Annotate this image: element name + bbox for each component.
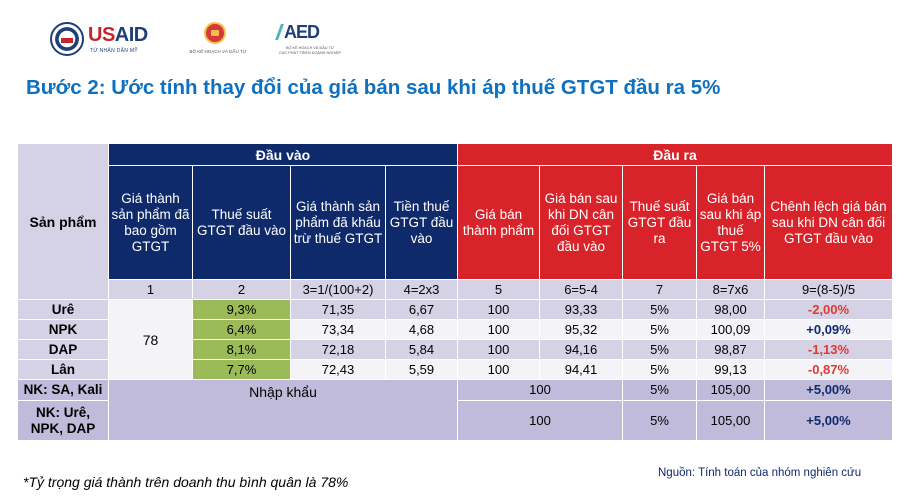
- sale-price: 100: [457, 319, 540, 340]
- input-vat-amount: 6,67: [385, 299, 458, 320]
- mpi-emblem-icon: [204, 22, 226, 44]
- output-tax-rate: 5%: [622, 319, 697, 340]
- header-logos: USAID TỪ NHÂN DÂN MỸ BỘ KẾ HOẠCH VÀ ĐẦU …: [50, 18, 410, 68]
- input-tax-rate: 8,1%: [192, 339, 291, 360]
- product-name: DAP: [17, 339, 109, 360]
- formula-1: 1: [108, 279, 193, 300]
- output-tax-rate: 5%: [622, 379, 697, 401]
- product-name: Lân: [17, 359, 109, 380]
- product-name: Urê: [17, 299, 109, 320]
- aed-logo-text: BỘ KẾ HOẠCH VÀ ĐẦU TƯ CỤC PHÁT TRIỂN DOA…: [278, 46, 342, 55]
- price-after-vat: 105,00: [696, 400, 765, 441]
- sale-price: 100: [457, 400, 623, 441]
- source-note: Nguồn: Tính toán của nhóm nghiên cứu: [658, 467, 862, 479]
- input-vat-amount: 5,59: [385, 359, 458, 380]
- adjusted-price: 94,16: [539, 339, 623, 360]
- price-after-vat: 100,09: [696, 319, 765, 340]
- usaid-wordmark: USAID: [88, 24, 148, 46]
- adjusted-price: 94,41: [539, 359, 623, 380]
- mpi-logo-text: BỘ KẾ HOẠCH VÀ ĐẦU TƯ: [189, 49, 247, 54]
- column-header-5: Giá bán thành phẩm: [457, 165, 540, 280]
- output-tax-rate: 5%: [622, 299, 697, 320]
- price-change: +0,09%: [764, 319, 893, 340]
- price-after-vat: 99,13: [696, 359, 765, 380]
- usaid-logo: USAID TỪ NHÂN DÂN MỸ: [50, 22, 170, 62]
- output-group-header: Đầu ra: [457, 143, 893, 166]
- price-after-vat: 98,00: [696, 299, 765, 320]
- price-change: -0,87%: [764, 359, 893, 380]
- adjusted-price: 95,32: [539, 319, 623, 340]
- price-after-vat: 105,00: [696, 379, 765, 401]
- sale-price: 100: [457, 359, 540, 380]
- cost-ex-vat: 71,35: [290, 299, 386, 320]
- column-header-3: Giá thành sản phẩm đã khấu trừ thuế GTGT: [290, 165, 386, 280]
- formula-3: 3=1/(100+2): [290, 279, 386, 300]
- cost-ex-vat: 72,18: [290, 339, 386, 360]
- price-change-table: Sản phẩm Đầu vào Đầu ra Giá thành sản ph…: [17, 143, 893, 441]
- formula-4: 4=2x3: [385, 279, 458, 300]
- price-change: -2,00%: [764, 299, 893, 320]
- input-tax-rate: 7,7%: [192, 359, 291, 380]
- column-header-1: Giá thành sản phẩm đã bao gồm GTGT: [108, 165, 193, 280]
- aed-wordmark: AED: [284, 22, 320, 42]
- footnote: *Tỷ trọng giá thành trên doanh thu bình …: [23, 474, 349, 490]
- price-after-vat: 98,87: [696, 339, 765, 360]
- product-name: NK: SA, Kali: [17, 379, 109, 401]
- column-header-6: Giá bán sau khi DN cân đối GTGT đầu vào: [539, 165, 623, 280]
- mpi-logo: BỘ KẾ HOẠCH VÀ ĐẦU TƯ: [178, 22, 258, 66]
- formula-2: 2: [192, 279, 291, 300]
- formula-7: 7: [622, 279, 697, 300]
- formula-8: 8=7x6: [696, 279, 765, 300]
- cost-ex-vat: 72,43: [290, 359, 386, 380]
- column-header-8: Giá bán sau khi áp thuế GTGT 5%: [696, 165, 765, 280]
- price-change: +5,00%: [764, 379, 893, 401]
- formula-9: 9=(8-5)/5: [764, 279, 893, 300]
- product-column-header: Sản phẩm: [17, 143, 109, 300]
- sale-price: 100: [457, 379, 623, 401]
- column-header-2: Thuế suất GTGT đầu vào: [192, 165, 291, 280]
- input-tax-rate: 9,3%: [192, 299, 291, 320]
- output-tax-rate: 5%: [622, 339, 697, 360]
- price-change: -1,13%: [764, 339, 893, 360]
- aed-logo: AED BỘ KẾ HOẠCH VÀ ĐẦU TƯ CỤC PHÁT TRIỂN…: [270, 22, 350, 66]
- price-change: +5,00%: [764, 400, 893, 441]
- sale-price: 100: [457, 299, 540, 320]
- input-vat-amount: 5,84: [385, 339, 458, 360]
- input-tax-rate: 6,4%: [192, 319, 291, 340]
- usaid-seal-icon: [50, 22, 84, 56]
- formula-6: 6=5-4: [539, 279, 623, 300]
- output-tax-rate: 5%: [622, 400, 697, 441]
- column-header-7: Thuế suất GTGT đầu ra: [622, 165, 697, 280]
- shared-cost-cell: 78: [108, 299, 193, 380]
- import-label-cell: Nhập khẩu: [108, 379, 458, 441]
- sale-price: 100: [457, 339, 540, 360]
- page-title: Bước 2: Ước tính thay đổi của giá bán sa…: [26, 76, 721, 99]
- column-header-4: Tiền thuế GTGT đầu vào: [385, 165, 458, 280]
- adjusted-price: 93,33: [539, 299, 623, 320]
- output-tax-rate: 5%: [622, 359, 697, 380]
- usaid-tagline: TỪ NHÂN DÂN MỸ: [90, 48, 138, 54]
- product-name: NK: Urê, NPK, DAP: [17, 400, 109, 441]
- column-header-9: Chênh lệch giá bán sau khi DN cân đối GT…: [764, 165, 893, 280]
- product-name: NPK: [17, 319, 109, 340]
- input-vat-amount: 4,68: [385, 319, 458, 340]
- cost-ex-vat: 73,34: [290, 319, 386, 340]
- formula-5: 5: [457, 279, 540, 300]
- input-group-header: Đầu vào: [108, 143, 458, 166]
